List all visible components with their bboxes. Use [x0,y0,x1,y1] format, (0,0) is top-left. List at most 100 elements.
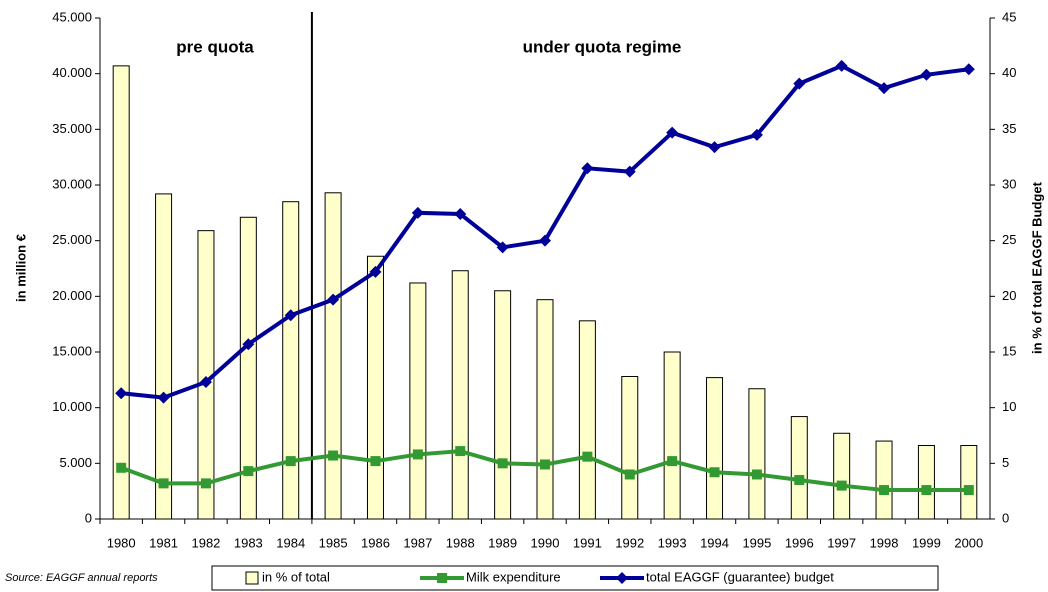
marker [793,77,806,90]
marker [328,450,339,461]
y-tick-label: 5.000 [59,455,92,470]
y2-tick-label: 45 [1002,9,1016,24]
y2-tick-label: 40 [1002,65,1016,80]
marker [327,293,340,306]
x-tick-label: 1988 [446,535,475,550]
y-axis-label: in million € [13,234,28,302]
marker [497,458,508,469]
bar [282,201,300,520]
x-tick-label: 1992 [615,535,644,550]
marker [582,451,593,462]
marker [370,456,381,467]
marker [157,391,170,404]
legend-label: in % of total [262,569,330,584]
marker [369,265,382,278]
marker [115,387,128,400]
bar [451,270,469,520]
bar [917,445,935,520]
legend-label: Milk expenditure [466,569,561,584]
y-tick-label: 40.000 [52,65,92,80]
y-tick-label: 25.000 [52,232,92,247]
marker [751,469,762,480]
marker [243,466,254,477]
bar [155,193,173,520]
marker [709,467,720,478]
x-tick-label: 1990 [531,535,560,550]
marker [750,128,763,141]
bar [960,445,978,520]
y2-tick-label: 25 [1002,232,1016,247]
y-tick-label: 15.000 [52,343,92,358]
y2-tick-label: 5 [1002,455,1009,470]
y-tick-label: 0 [85,510,92,525]
marker [539,234,551,247]
marker [835,59,848,72]
legend-label: total EAGGF (guarantee) budget [646,569,834,584]
x-tick-label: 1986 [361,535,390,550]
y2-tick-label: 30 [1002,176,1016,191]
legend-marker [616,572,628,584]
marker [242,338,255,351]
marker [794,475,805,486]
y2-tick-label: 10 [1002,399,1016,414]
y2-tick-label: 0 [1002,510,1009,525]
marker [158,478,169,489]
y-tick-label: 35.000 [52,121,92,136]
marker [836,480,847,491]
bar [748,388,766,520]
bar [833,432,851,520]
marker [455,446,466,457]
bar [790,416,808,520]
marker [199,376,212,389]
x-tick-label: 1997 [827,535,856,550]
bar [494,290,512,520]
bar [875,440,893,520]
bar [409,282,427,520]
marker [879,485,890,496]
marker [285,456,296,467]
bar [621,375,639,520]
x-tick-label: 1984 [276,535,305,550]
marker [284,309,297,322]
x-tick-label: 1980 [107,535,136,550]
marker [624,469,635,480]
y-tick-label: 10.000 [52,399,92,414]
marker [116,462,127,473]
marker [412,449,423,460]
bar [112,65,130,520]
annotation: pre quota [176,37,254,56]
marker [454,207,467,220]
y-tick-label: 45.000 [52,9,92,24]
bar [324,192,342,520]
marker [623,165,636,178]
x-tick-label: 1989 [488,535,517,550]
marker [666,126,679,139]
x-tick-label: 1982 [191,535,220,550]
bar [663,351,681,520]
source: Source: EAGGF annual reports [5,572,158,584]
bar [366,255,384,520]
x-tick-label: 1998 [870,535,899,550]
bar [706,377,724,520]
marker [411,206,424,219]
x-tick-label: 1996 [785,535,814,550]
legend-box [211,565,939,591]
x-tick-label: 1999 [912,535,941,550]
x-tick-label: 1985 [319,535,348,550]
marker [920,68,933,81]
marker [581,162,594,175]
y2-tick-label: 20 [1002,288,1016,303]
y2-tick-label: 35 [1002,121,1016,136]
bar [536,299,554,520]
marker [667,456,678,467]
marker [878,82,891,95]
bar [578,320,596,520]
legend-swatch [245,571,259,585]
x-tick-label: 1993 [658,535,687,550]
marker [962,63,975,76]
y-tick-label: 30.000 [52,176,92,191]
x-tick-label: 1987 [403,535,432,550]
marker [708,141,721,154]
y2-tick-label: 15 [1002,343,1016,358]
x-tick-label: 1995 [742,535,771,550]
